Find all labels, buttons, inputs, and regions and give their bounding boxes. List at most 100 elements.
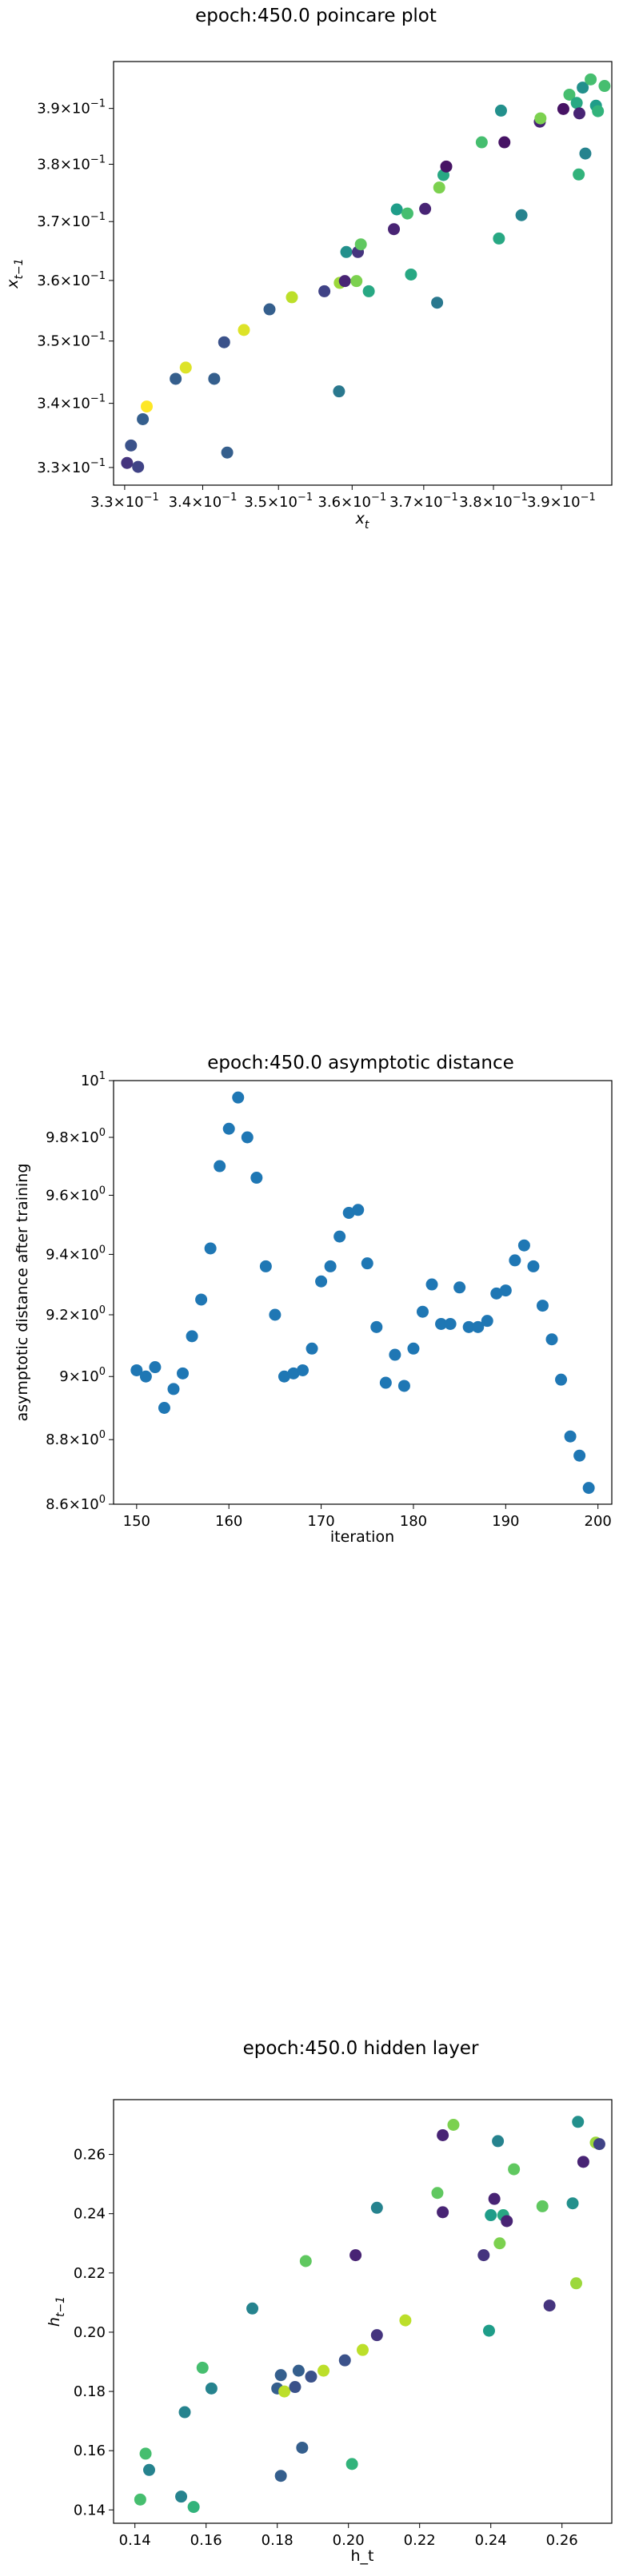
y-axis-ticks: 0.14 0.16 0.18 0.20 0.22 0.24 0.26 <box>74 2147 114 2518</box>
scatter-point <box>425 1278 438 1291</box>
scatter-point <box>221 446 234 459</box>
scatter-point <box>563 88 576 101</box>
scatter-point <box>543 2299 556 2312</box>
y-tick-label: 0.22 <box>74 2265 106 2282</box>
y-tick-label: 0.16 <box>74 2443 106 2459</box>
scatter-point <box>593 2138 605 2151</box>
y-tick-label: 3.3×10−1 <box>37 457 106 476</box>
scatter-point <box>557 102 569 115</box>
scatter-point <box>324 1260 337 1272</box>
x-tick-label: 3.6×10−1 <box>317 492 386 511</box>
scatter-point <box>349 2249 362 2262</box>
scatter-point <box>485 2209 497 2222</box>
scatter-point <box>232 1091 245 1104</box>
scatter-point <box>306 1342 318 1355</box>
scatter-point <box>492 2135 505 2148</box>
scatter-point <box>143 2463 155 2476</box>
x-tick-label: 170 <box>307 1513 334 1530</box>
x-tick-label: 3.3×10−1 <box>90 492 159 511</box>
scatter-point <box>488 2192 501 2205</box>
x-tick-label: 0.16 <box>190 2532 222 2549</box>
scatter-point <box>472 1320 485 1333</box>
scatter-point <box>342 1206 355 1219</box>
scatter-point <box>536 1300 549 1312</box>
scatter-point <box>357 2343 369 2356</box>
x-axis-label: iteration <box>330 1528 394 1546</box>
hidden-layer-chart: epoch:450.0 hidden layer 0.14 0.16 0.18 0.2… <box>46 2038 613 2565</box>
scatter-point <box>577 82 589 94</box>
x-axis-ticks: 3.3×10−1 3.4×10−1 3.5×10−1 3.6×10−1 3.7×10−1… <box>90 485 596 511</box>
scatter-point <box>570 97 583 109</box>
scatter-point <box>573 168 585 181</box>
scatter-point <box>444 1317 457 1330</box>
x-tick-label: 160 <box>215 1513 242 1530</box>
scatter-point <box>149 1361 162 1374</box>
scatter-point <box>481 1315 493 1328</box>
scatter-point <box>274 2369 287 2382</box>
x-tick-label: 0.26 <box>546 2532 578 2549</box>
y-tick-label: 3.5×10−1 <box>37 331 106 350</box>
x-tick-label: 0.14 <box>119 2532 151 2549</box>
scatter-point <box>317 2364 330 2377</box>
scatter-point <box>536 2200 549 2212</box>
scatter-point <box>218 336 230 348</box>
scatter-point <box>416 1305 429 1318</box>
scatter-point <box>370 2329 383 2342</box>
data-points <box>121 73 611 473</box>
scatter-point <box>292 2364 305 2377</box>
y-axis-label: xt−1 <box>4 258 26 289</box>
scatter-point <box>278 1370 290 1383</box>
scatter-point <box>178 2406 191 2419</box>
scatter-point <box>577 2156 589 2168</box>
y-axis-label: ht−1 <box>46 2296 67 2327</box>
plot-area-frame <box>113 1080 613 1505</box>
scatter-point <box>390 203 403 216</box>
y-tick-label: 3.6×10−1 <box>37 270 106 289</box>
scatter-point <box>440 160 453 173</box>
chart-title: epoch:450.0 hidden layer <box>243 2038 479 2059</box>
scatter-point <box>318 285 331 297</box>
y-tick-label: 9.4×100 <box>46 1244 106 1263</box>
poincare-plot-chart: epoch:450.0 poincare plot 3.3×10−1 3.4×10… <box>4 6 613 532</box>
scatter-point <box>498 136 511 149</box>
scatter-point <box>545 1333 558 1346</box>
scatter-point <box>431 297 444 309</box>
scatter-point <box>238 324 250 336</box>
scatter-point <box>585 73 597 86</box>
scatter-point <box>297 1364 310 1376</box>
x-tick-label: 200 <box>585 1513 612 1530</box>
scatter-point <box>419 202 432 215</box>
scatter-point <box>177 1367 190 1380</box>
scatter-point <box>482 2324 495 2337</box>
scatter-point <box>509 1254 521 1267</box>
scatter-point <box>305 2371 317 2383</box>
scatter-point <box>175 2490 188 2503</box>
scatter-point <box>278 2385 291 2398</box>
x-tick-label: 0.18 <box>262 2532 294 2549</box>
scatter-point <box>338 2354 351 2367</box>
scatter-point <box>139 1370 152 1383</box>
x-tick-label: 0.24 <box>475 2532 507 2549</box>
scatter-point <box>132 460 145 473</box>
scatter-point <box>130 1364 143 1376</box>
scatter-point <box>493 2237 506 2250</box>
scatter-point <box>534 112 547 125</box>
scatter-point <box>453 1281 466 1294</box>
scatter-point <box>508 2163 521 2176</box>
scatter-point <box>287 1367 300 1380</box>
x-axis-ticks: 0.14 0.16 0.18 0.20 0.22 0.24 0.26 <box>119 2523 578 2549</box>
scatter-point <box>222 1122 235 1135</box>
scatter-point <box>333 385 345 398</box>
scatter-point <box>354 238 367 251</box>
scatter-point <box>564 1430 577 1443</box>
scatter-point <box>204 1242 217 1255</box>
scatter-point <box>579 147 592 160</box>
scatter-point <box>447 2119 460 2132</box>
scatter-point <box>490 1287 503 1300</box>
chart-title: epoch:450.0 asymptotic distance <box>207 1053 514 1073</box>
y-tick-label: 3.9×10−1 <box>37 98 106 117</box>
scatter-point <box>573 1449 586 1462</box>
x-axis-ticks: 150 160 170 180 190 200 <box>123 1504 612 1530</box>
y-tick-label: 9.8×100 <box>46 1127 106 1146</box>
scatter-point <box>345 2458 358 2470</box>
